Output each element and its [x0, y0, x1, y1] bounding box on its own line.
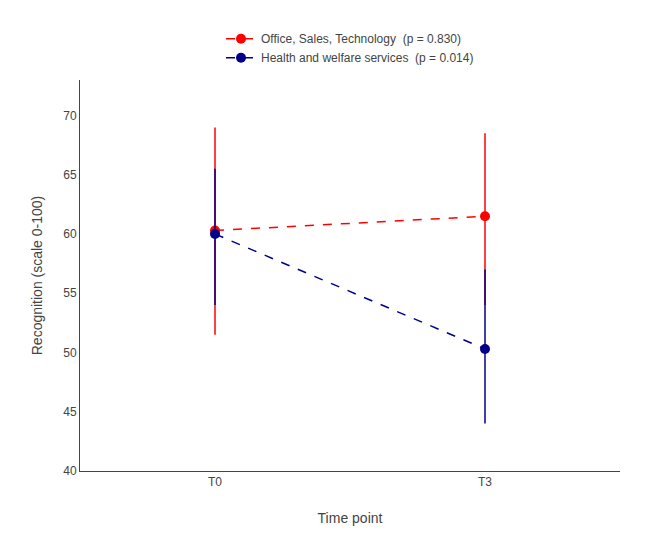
svg-text:70: 70: [63, 109, 77, 123]
svg-text:65: 65: [63, 168, 77, 182]
svg-text:Health and welfare services (: Health and welfare services (p = 0.014): [261, 51, 473, 65]
svg-text:T3: T3: [478, 475, 492, 489]
svg-text:45: 45: [63, 405, 77, 419]
svg-text:50: 50: [63, 346, 77, 360]
svg-text:Time point: Time point: [318, 510, 383, 526]
svg-text:Recognition (scale 0-100): Recognition (scale 0-100): [29, 196, 45, 356]
svg-text:55: 55: [63, 286, 77, 300]
svg-text:Office, Sales, Technology (p: Office, Sales, Technology (p = 0.830): [261, 32, 461, 46]
svg-text:60: 60: [63, 227, 77, 241]
svg-text:T0: T0: [208, 475, 222, 489]
svg-text:40: 40: [63, 464, 77, 478]
